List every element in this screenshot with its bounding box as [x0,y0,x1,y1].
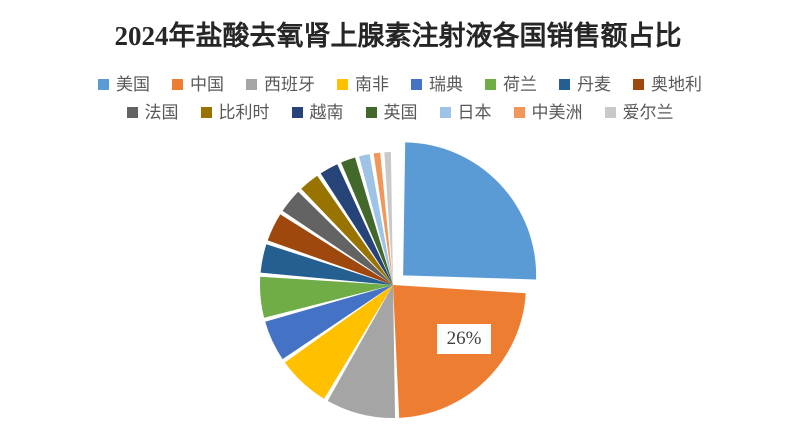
legend-item-label: 越南 [309,102,344,122]
legend-item-label: 法国 [144,102,179,122]
legend-item-label: 中国 [190,74,224,94]
legend-item-label: 日本 [457,102,492,122]
legend-item-label: 荷兰 [503,74,537,94]
legend-item-label: 丹麦 [577,74,611,94]
legend-item-label: 中美洲 [531,102,583,122]
legend-item-label: 美国 [116,74,150,94]
legend-item-label: 南非 [355,74,389,94]
legend-item-南非[interactable]: 南非 [337,76,389,93]
pie-slice-荷兰[interactable] [260,276,393,318]
legend-item-荷兰[interactable]: 荷兰 [485,76,537,93]
pie-slice-日本[interactable] [359,154,393,285]
pie-slice-中美洲[interactable] [373,152,393,285]
pie-slice-西班牙[interactable] [327,285,396,418]
legend-item-越南[interactable]: 越南 [291,102,344,122]
legend-swatch-icon [98,78,109,90]
legend-item-法国[interactable]: 法国 [126,102,179,122]
legend-swatch-icon [439,106,451,118]
pie-slices-svg [260,142,537,418]
legend-item-瑞典[interactable]: 瑞典 [411,76,463,93]
legend-row-1: 美国 中国 西班牙 南非 瑞典 荷兰 丹麦 奥地利 [62,70,738,98]
pie-slice-瑞典[interactable] [265,285,393,360]
legend-item-中美洲[interactable]: 中美洲 [513,102,583,122]
pie-slice-爱尔兰[interactable] [384,152,393,285]
pie-slice-南非[interactable] [284,285,393,399]
legend-swatch-icon [246,78,257,90]
legend-swatch-icon [172,78,183,90]
legend-swatch-icon [485,78,496,90]
legend-item-爱尔兰[interactable]: 爱尔兰 [604,102,674,122]
pie-slice-丹麦[interactable] [260,244,393,285]
pie-slice-比利时[interactable] [301,175,393,285]
legend-item-丹麦[interactable]: 丹麦 [559,76,611,93]
chart-legend: 美国 中国 西班牙 南非 瑞典 荷兰 丹麦 奥地利 法国 比利时 越南 英国 日本 中美洲 爱尔兰 [62,70,738,126]
legend-swatch-icon [411,78,422,90]
legend-swatch-icon [559,78,570,90]
data-label-us: 26% [437,324,491,354]
pie-plot-area: 26% [0,128,796,444]
legend-swatch-icon [633,78,644,90]
legend-item-中国[interactable]: 中国 [172,76,224,93]
pie-slice-奥地利[interactable] [267,214,393,285]
legend-item-奥地利[interactable]: 奥地利 [633,76,702,93]
legend-item-label: 奥地利 [651,74,702,94]
legend-item-日本[interactable]: 日本 [439,102,492,122]
legend-swatch-icon [365,106,377,118]
legend-item-label: 爱尔兰 [622,102,674,122]
legend-swatch-icon [513,106,525,118]
legend-item-美国[interactable]: 美国 [98,76,150,93]
pie-slice-越南[interactable] [320,164,393,285]
chart-title: 2024年盐酸去氧肾上腺素注射液各国销售额占比 [114,21,682,51]
legend-swatch-icon [604,106,616,118]
pie-slice-美国[interactable] [403,142,537,280]
legend-swatch-icon [126,106,138,118]
legend-item-西班牙[interactable]: 西班牙 [246,76,315,93]
pie-slice-法国[interactable] [282,191,393,285]
legend-item-label: 西班牙 [264,74,315,94]
legend-item-label: 比利时 [218,102,270,122]
legend-item-label: 英国 [383,102,418,122]
legend-item-英国[interactable]: 英国 [365,102,418,122]
legend-item-比利时[interactable]: 比利时 [200,102,270,122]
legend-item-label: 瑞典 [429,74,463,94]
pie-slice-英国[interactable] [341,157,393,285]
legend-swatch-icon [200,106,212,118]
legend-swatch-icon [337,78,348,90]
legend-row-2: 法国 比利时 越南 英国 日本 中美洲 爱尔兰 [62,98,738,126]
legend-swatch-icon [291,106,303,118]
